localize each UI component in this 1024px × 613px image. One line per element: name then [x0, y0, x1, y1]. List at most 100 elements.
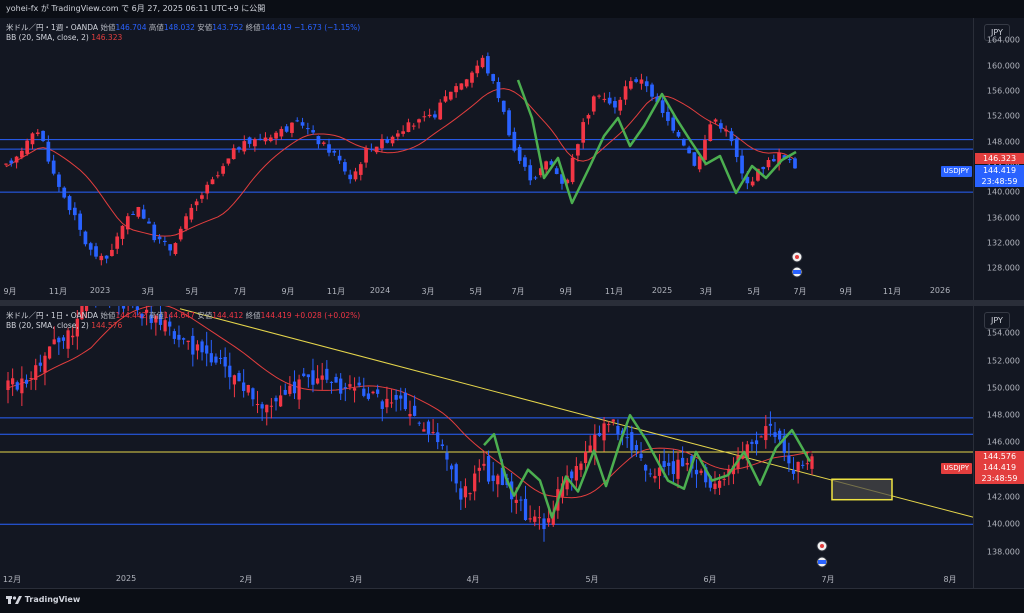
weekly-currency-button[interactable]: JPY: [984, 24, 1010, 41]
candle-body: [52, 339, 56, 345]
weekly-price-axis[interactable]: JPY 164.000 160.000 156.000 152.000 148.000 1…: [973, 18, 1024, 300]
daily-time-axis[interactable]: 12月 2025 2月 3月 4月 5月 6月 7月 8月: [0, 572, 974, 588]
candle-body: [449, 465, 454, 470]
panel_weekly-price-tick: 164.000: [986, 35, 1020, 45]
candle-body: [242, 382, 246, 391]
panel_daily-time-tick: 8月: [943, 575, 957, 584]
footer-brand: TradingView: [24, 595, 81, 604]
daily-legend-title: 米ドル／円・1日・OANDA: [6, 311, 99, 320]
daily-ohlc-low-label: 安値: [197, 311, 213, 320]
weekly-chart-pane[interactable]: 米ドル／円・1週・OANDA 始値146.704 高値148.032 安値143…: [0, 18, 1024, 300]
candle-body: [616, 425, 620, 435]
candle-body: [440, 444, 444, 446]
candle-body: [810, 456, 814, 469]
candle-body: [43, 355, 47, 373]
candle-body: [565, 179, 570, 184]
candle-body: [607, 97, 612, 104]
candle-body: [644, 81, 649, 87]
candle-body: [454, 464, 458, 484]
candle-body: [628, 81, 633, 89]
candle-body: [750, 181, 755, 186]
candle-body: [366, 393, 371, 399]
candle-body: [486, 456, 491, 482]
candle-body: [486, 56, 490, 74]
candle-body: [186, 340, 190, 343]
candle-body: [468, 493, 472, 495]
candle-body: [704, 467, 708, 483]
panel_weekly-price-tick: 140.000: [986, 187, 1020, 197]
publish-caption-bar: yohei-fx が TradingView.com で 6月 27, 2025…: [0, 0, 1024, 18]
candle-body: [759, 436, 763, 438]
candle-body: [639, 453, 643, 459]
candle-body: [269, 405, 273, 407]
candle-body: [570, 471, 574, 479]
candle-body: [523, 157, 527, 167]
candle-body: [537, 517, 541, 519]
candle-body: [305, 128, 310, 130]
candle-body: [681, 138, 686, 146]
candle-body: [542, 518, 546, 530]
candles-group: [4, 52, 797, 266]
daily-bb-value: 144.576: [91, 321, 123, 330]
candle-body: [62, 187, 67, 198]
panel_weekly-price-tick: 156.000: [986, 86, 1020, 96]
candle-body: [251, 388, 255, 400]
candle-body: [209, 353, 213, 363]
candle-body: [687, 147, 691, 154]
candle-body: [782, 155, 787, 159]
weekly-bb-legend[interactable]: BB (20, SMA, close, 2) 146.323: [6, 33, 122, 42]
panel_weekly-time-tick: 11月: [604, 287, 624, 296]
candle-body: [66, 330, 70, 349]
tradingview-logo[interactable]: TradingView: [6, 589, 80, 611]
weekly-time-axis[interactable]: 9月 11月 2023 3月 5月 7月 9月 11月 2024 3月 5月 7月 9月 11月 2025 3…: [0, 284, 974, 300]
panel_weekly-price-tick: 160.000: [986, 61, 1020, 70]
candle-body: [57, 174, 61, 187]
candle-body: [237, 147, 241, 150]
candle-body: [731, 465, 736, 475]
candle-body: [583, 452, 588, 464]
panel_weekly-price-tick: 128.000: [986, 263, 1020, 273]
candle-body: [14, 156, 19, 163]
weekly-chart-canvas[interactable]: [0, 18, 974, 284]
candle-body: [782, 435, 786, 453]
candle-body: [279, 128, 284, 137]
panel_weekly-time-tick: 11月: [326, 287, 346, 296]
weekly-ohlc-low-value: 143.752: [212, 23, 244, 32]
daily-price-axis[interactable]: JPY 154.000 152.000 150.000 148.000 146.000 1…: [973, 306, 1024, 588]
panel_daily-price-tick: 148.000: [986, 410, 1020, 420]
pane-divider[interactable]: [0, 300, 1024, 306]
candle-body: [514, 499, 518, 503]
candle-body: [41, 130, 45, 141]
panel_daily-price-tick: 146.000: [986, 437, 1020, 447]
candle-body: [602, 98, 607, 100]
candle-body: [729, 131, 734, 142]
panel_daily-time-tick: 2月: [239, 575, 253, 584]
daily-chart-pane[interactable]: 米ドル／円・1日・OANDA 始値144.442 高値144.647 安値144…: [0, 306, 1024, 588]
daily-chart-canvas[interactable]: [0, 306, 974, 572]
candle-body: [181, 338, 186, 340]
daily-currency-button[interactable]: JPY: [984, 312, 1010, 329]
candle-body: [597, 95, 601, 97]
candle-body: [140, 313, 144, 319]
candle-body: [791, 469, 796, 474]
elliott-wave-line: [516, 79, 797, 205]
candle-body: [246, 385, 250, 393]
candle-body: [120, 225, 125, 239]
event-flag-us-stripe: [818, 560, 826, 564]
candle-body: [9, 160, 14, 164]
daily-bb-legend[interactable]: BB (20, SMA, close, 2) 144.576: [6, 321, 122, 330]
panel_weekly-time-tick: 11月: [48, 287, 68, 296]
candle-body: [544, 161, 548, 170]
candle-body: [242, 141, 247, 152]
candle-body: [719, 123, 723, 129]
candle-body: [200, 195, 204, 199]
candle-body: [554, 168, 559, 175]
candle-body: [756, 168, 760, 181]
candle-body: [528, 518, 532, 520]
candle-body: [703, 139, 707, 160]
candle-body: [260, 404, 264, 409]
candle-body: [35, 132, 40, 134]
bb-basis-line: [5, 88, 796, 237]
candle-body: [348, 384, 352, 387]
publish-caption: yohei-fx が TradingView.com で 6月 27, 2025…: [6, 4, 266, 13]
